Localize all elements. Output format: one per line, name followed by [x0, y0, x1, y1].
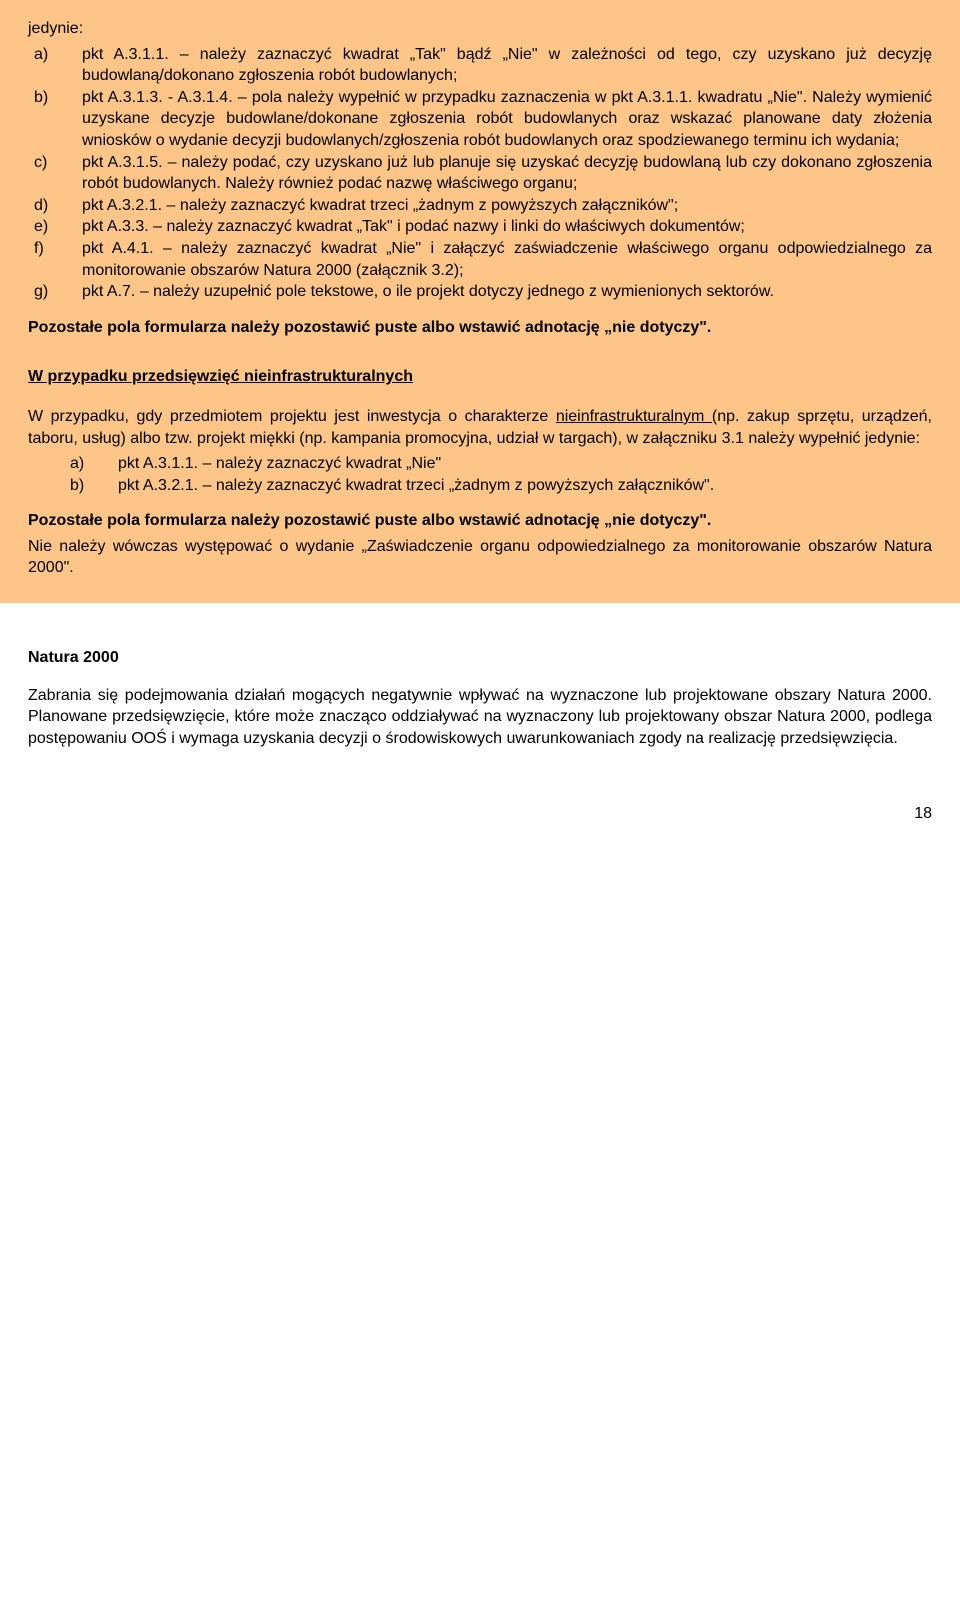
bold-note: Pozostałe pola formularza należy pozosta… — [28, 317, 932, 339]
list-content: pkt A.3.3. – należy zaznaczyć kwadrat „T… — [82, 216, 932, 238]
list-item: b) pkt A.3.2.1. – należy zaznaczyć kwadr… — [70, 475, 932, 497]
paragraph: Zabrania się podejmowania działań mogący… — [28, 685, 932, 750]
list-content: pkt A.3.1.3. - A.3.1.4. – pola należy wy… — [82, 87, 932, 152]
list-content: pkt A.3.2.1. – należy zaznaczyć kwadrat … — [118, 475, 932, 497]
list-marker: d) — [28, 195, 82, 217]
list-content: pkt A.7. – należy uzupełnić pole tekstow… — [82, 281, 932, 303]
list-marker: b) — [28, 87, 82, 152]
body-section: Natura 2000 Zabrania się podejmowania dz… — [0, 603, 960, 749]
main-list: a) pkt A.3.1.1. – należy zaznaczyć kwadr… — [28, 44, 932, 303]
list-marker: e) — [28, 216, 82, 238]
list-item: b) pkt A.3.1.3. - A.3.1.4. – pola należy… — [28, 87, 932, 152]
list-content: pkt A.3.1.5. – należy podać, czy uzyskan… — [82, 152, 932, 195]
list-item: f) pkt A.4.1. – należy zaznaczyć kwadrat… — [28, 238, 932, 281]
list-content: pkt A.3.2.1. – należy zaznaczyć kwadrat … — [82, 195, 932, 217]
list-item: d) pkt A.3.2.1. – należy zaznaczyć kwadr… — [28, 195, 932, 217]
list-marker: c) — [28, 152, 82, 195]
paragraph: Nie należy wówczas występować o wydanie … — [28, 536, 932, 579]
spacer — [28, 496, 932, 510]
list-marker: a) — [70, 453, 118, 475]
document-page: jedynie: a) pkt A.3.1.1. – należy zaznac… — [0, 0, 960, 843]
list-marker: g) — [28, 281, 82, 303]
section-heading: W przypadku przedsięwzięć nieinfrastrukt… — [28, 366, 932, 388]
list-item: a) pkt A.3.1.1. – należy zaznaczyć kwadr… — [70, 453, 932, 475]
list-item: e) pkt A.3.3. – należy zaznaczyć kwadrat… — [28, 216, 932, 238]
intro-text: jedynie: — [28, 18, 932, 40]
list-item: g) pkt A.7. – należy uzupełnić pole teks… — [28, 281, 932, 303]
paragraph-text: W przypadku, gdy przedmiotem projektu je… — [28, 408, 556, 425]
list-content: pkt A.3.1.1. – należy zaznaczyć kwadrat … — [118, 453, 932, 475]
bold-note: Pozostałe pola formularza należy pozosta… — [28, 510, 932, 532]
list-content: pkt A.4.1. – należy zaznaczyć kwadrat „N… — [82, 238, 932, 281]
spacer — [28, 303, 932, 317]
spacer — [28, 342, 932, 366]
list-marker: a) — [28, 44, 82, 87]
list-item: a) pkt A.3.1.1. – należy zaznaczyć kwadr… — [28, 44, 932, 87]
spacer — [28, 392, 932, 406]
section-heading: Natura 2000 — [28, 647, 932, 669]
list-marker: b) — [70, 475, 118, 497]
list-item: c) pkt A.3.1.5. – należy podać, czy uzys… — [28, 152, 932, 195]
highlighted-box: jedynie: a) pkt A.3.1.1. – należy zaznac… — [0, 0, 960, 603]
list-content: pkt A.3.1.1. – należy zaznaczyć kwadrat … — [82, 44, 932, 87]
sub-list: a) pkt A.3.1.1. – należy zaznaczyć kwadr… — [28, 453, 932, 496]
paragraph: W przypadku, gdy przedmiotem projektu je… — [28, 406, 932, 449]
underlined-text: nieinfrastrukturalnym — [556, 408, 712, 425]
list-marker: f) — [28, 238, 82, 281]
page-number: 18 — [0, 765, 960, 843]
